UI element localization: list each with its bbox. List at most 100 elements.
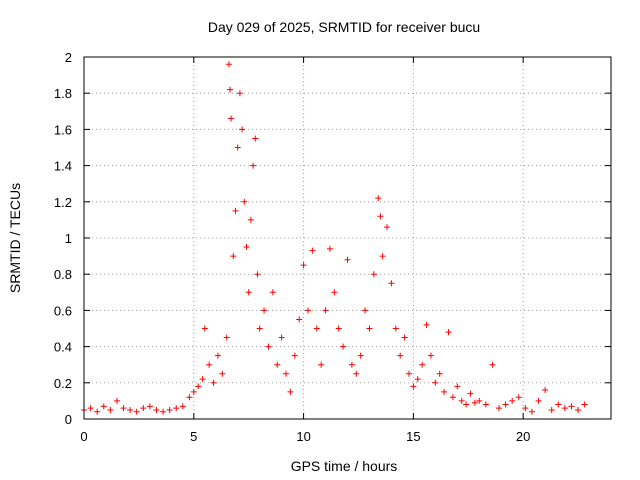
data-point (348, 361, 355, 368)
data-point (245, 289, 252, 296)
y-tick-label: 0.6 (54, 303, 72, 318)
data-point (458, 397, 465, 404)
data-point (252, 135, 259, 142)
data-point (199, 376, 206, 383)
y-tick-label: 1.2 (54, 195, 72, 210)
data-point (432, 379, 439, 386)
data-point (313, 325, 320, 332)
data-point (234, 144, 241, 151)
data-point (392, 325, 399, 332)
data-point (247, 216, 254, 223)
data-point (186, 394, 193, 401)
data-point (236, 90, 243, 97)
data-point (454, 383, 461, 390)
data-point (201, 325, 208, 332)
data-point (331, 289, 338, 296)
data-point (153, 406, 160, 413)
data-point (496, 405, 503, 412)
y-tick-label: 1.8 (54, 86, 72, 101)
data-point (166, 406, 173, 413)
data-point (179, 403, 186, 410)
data-point (575, 406, 582, 413)
data-point (120, 405, 127, 412)
data-point (223, 334, 230, 341)
data-point (133, 408, 140, 415)
data-point (482, 401, 489, 408)
data-point (388, 280, 395, 287)
data-point (377, 213, 384, 220)
data-point (228, 115, 235, 122)
data-point (515, 394, 522, 401)
data-point (449, 394, 456, 401)
data-point (261, 307, 268, 314)
x-axis-label: GPS time / hours (291, 458, 398, 474)
data-point (522, 405, 529, 412)
y-tick-label: 1.4 (54, 159, 72, 174)
data-point (304, 307, 311, 314)
data-point (300, 262, 307, 269)
y-tick-label: 2 (65, 50, 72, 65)
data-point (195, 383, 202, 390)
axis-ticks (83, 56, 611, 420)
data-point (113, 397, 120, 404)
y-tick-label: 0.4 (54, 340, 72, 355)
data-point (366, 325, 373, 332)
data-point (100, 403, 107, 410)
data-point (357, 352, 364, 359)
data-point (476, 397, 483, 404)
data-point (561, 405, 568, 412)
x-tick-label: 10 (296, 429, 310, 444)
data-point (265, 343, 272, 350)
data-point (256, 325, 263, 332)
y-tick-label: 0.8 (54, 267, 72, 282)
data-point (489, 361, 496, 368)
data-point (227, 86, 234, 93)
data-point (250, 162, 257, 169)
data-point (214, 352, 221, 359)
data-point (502, 401, 509, 408)
data-point (87, 405, 94, 412)
data-point (278, 334, 285, 341)
data-point (344, 256, 351, 263)
data-point (274, 361, 281, 368)
data-point (254, 271, 261, 278)
data-point (419, 361, 426, 368)
chart-title: Day 029 of 2025, SRMTID for receiver buc… (208, 19, 480, 35)
data-point (160, 408, 167, 415)
data-point (241, 198, 248, 205)
data-point (287, 388, 294, 395)
y-tick-label: 1.6 (54, 122, 72, 137)
data-point (467, 390, 474, 397)
data-point (405, 370, 412, 377)
data-point (353, 370, 360, 377)
data-point (397, 352, 404, 359)
data-point (581, 401, 588, 408)
data-point (370, 271, 377, 278)
data-point (206, 361, 213, 368)
data-point (384, 224, 391, 231)
y-axis-label: SRMTID / TECUs (7, 183, 23, 293)
data-point (441, 388, 448, 395)
plot-frame (83, 56, 612, 420)
data-point (219, 370, 226, 377)
data-point (239, 126, 246, 133)
data-point (225, 61, 232, 68)
data-point (283, 370, 290, 377)
data-point (542, 387, 549, 394)
y-tick-labels: 0 0.2 0.4 0.6 0.8 1 1.2 1.4 1.6 1.8 2 (54, 50, 72, 427)
x-tick-label: 5 (190, 429, 197, 444)
data-point (340, 343, 347, 350)
x-tick-label: 15 (406, 429, 420, 444)
data-point (427, 352, 434, 359)
data-point (463, 401, 470, 408)
data-point (423, 321, 430, 328)
data-point (436, 370, 443, 377)
data-point (471, 399, 478, 406)
data-point (548, 406, 555, 413)
data-point (291, 352, 298, 359)
data-point (362, 307, 369, 314)
data-point (210, 379, 217, 386)
data-point (243, 244, 250, 251)
data-point (414, 376, 421, 383)
